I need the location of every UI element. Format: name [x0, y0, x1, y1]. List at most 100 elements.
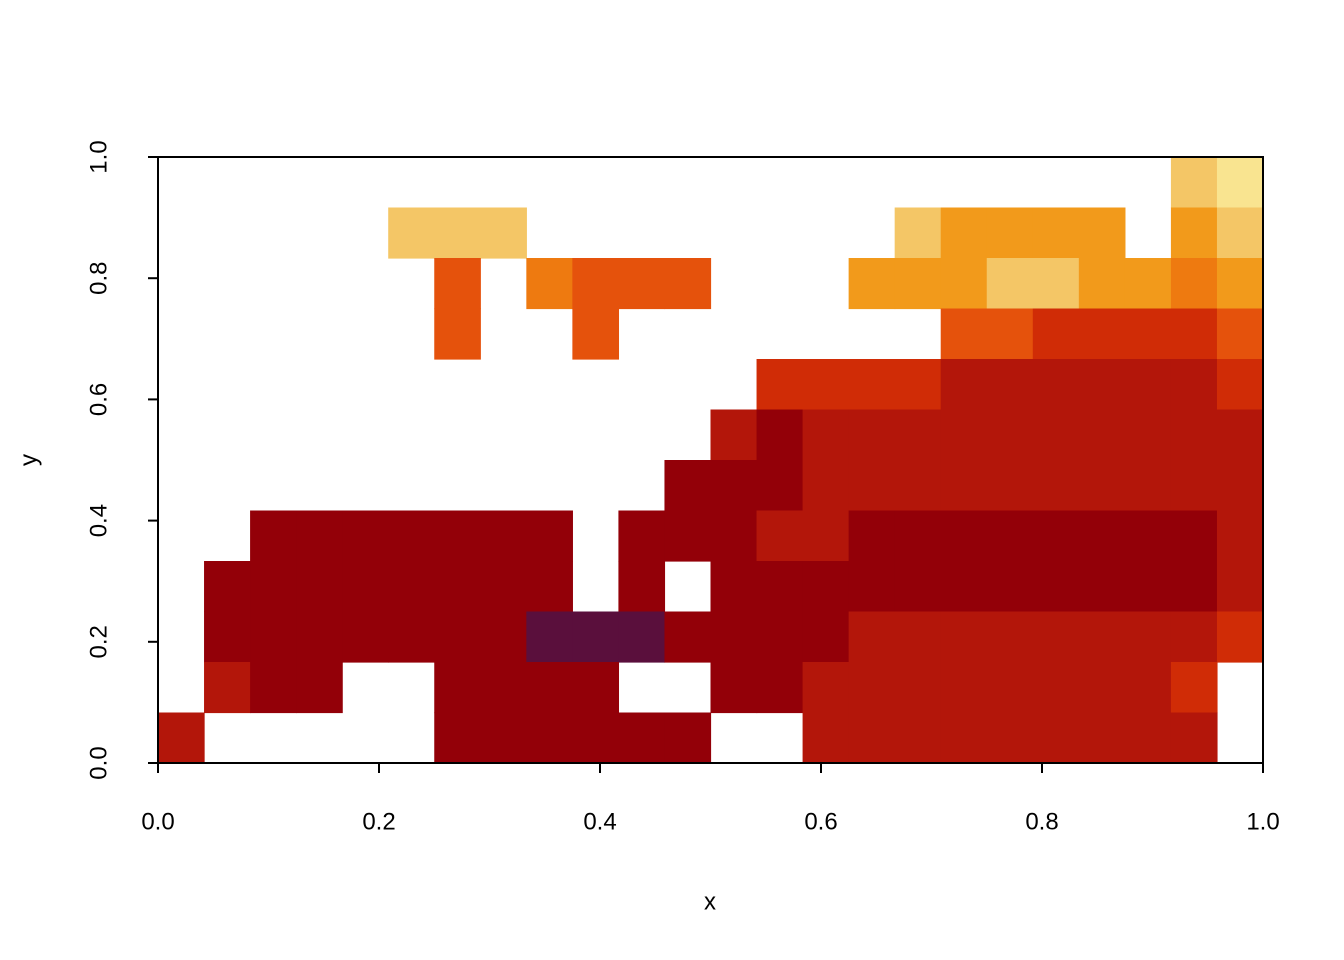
raster-cell — [664, 611, 712, 663]
raster-cell — [1032, 662, 1080, 714]
raster-cell — [756, 611, 804, 663]
raster-cell — [572, 258, 620, 310]
raster-cell — [848, 359, 896, 411]
y-tick-label: 0.0 — [85, 746, 112, 779]
raster-cell — [986, 510, 1034, 562]
y-tick-label: 0.4 — [85, 504, 112, 537]
raster-cell — [1032, 409, 1080, 461]
raster-cell — [480, 561, 527, 613]
raster-cell — [664, 712, 712, 764]
x-tick-label: 0.2 — [362, 808, 395, 835]
raster-cell — [1124, 712, 1172, 764]
raster-cell — [1032, 712, 1080, 764]
raster-cell — [1170, 561, 1218, 613]
raster-cell — [1170, 258, 1218, 310]
x-axis-label: x — [704, 888, 716, 915]
raster-cell — [434, 207, 481, 259]
raster-cell — [1124, 258, 1172, 310]
raster-cell — [388, 561, 435, 613]
raster-cell — [1078, 510, 1126, 562]
raster-cell — [1078, 308, 1126, 360]
plot-frame — [157, 156, 1264, 764]
raster-cell — [894, 258, 942, 310]
raster-cell — [848, 712, 896, 764]
raster-cell — [342, 510, 389, 562]
y-axis-label: y — [15, 454, 42, 466]
raster-cell — [848, 611, 896, 663]
raster-cell — [848, 409, 896, 461]
raster-cell — [1216, 561, 1264, 613]
raster-cell — [204, 611, 251, 663]
raster-cell — [1216, 510, 1264, 562]
raster-cell — [802, 561, 850, 613]
raster-cell — [572, 712, 620, 764]
raster-cell — [1216, 611, 1264, 663]
x-tick-label: 0.8 — [1025, 808, 1058, 835]
raster-cell — [342, 611, 389, 663]
raster-cell — [848, 258, 896, 310]
raster-cell — [986, 409, 1034, 461]
raster-cell — [250, 561, 297, 613]
raster-cell — [940, 308, 988, 360]
raster-cell — [1124, 308, 1172, 360]
raster-cell — [1216, 207, 1264, 259]
raster-cell — [1216, 258, 1264, 310]
raster-cell — [1124, 510, 1172, 562]
raster-cell — [756, 460, 804, 512]
raster-cell — [1170, 207, 1218, 259]
y-tick-label: 0.8 — [85, 262, 112, 295]
raster-cell — [250, 510, 297, 562]
raster-cell — [618, 611, 666, 663]
raster-cell — [296, 611, 343, 663]
raster-cell — [204, 662, 251, 714]
raster-cell — [710, 561, 758, 613]
raster-cell — [940, 409, 988, 461]
raster-cell — [710, 510, 758, 562]
raster-cell — [940, 662, 988, 714]
raster-cell — [756, 561, 804, 613]
raster-cell — [1170, 712, 1218, 764]
raster-cell — [434, 510, 481, 562]
raster-cell — [1032, 308, 1080, 360]
raster-cell — [940, 207, 988, 259]
raster-cell — [296, 561, 343, 613]
raster-cell — [894, 662, 942, 714]
x-tick-label: 0.6 — [804, 808, 837, 835]
raster-cell — [894, 409, 942, 461]
raster-cell — [158, 712, 205, 764]
x-tick-label: 1.0 — [1246, 808, 1279, 835]
raster-cell — [480, 662, 527, 714]
y-tick-label: 1.0 — [85, 140, 112, 173]
raster-cell — [1170, 510, 1218, 562]
raster-cell — [388, 611, 435, 663]
raster-cell — [848, 561, 896, 613]
raster-cell — [1078, 712, 1126, 764]
raster-cell — [434, 712, 481, 764]
raster-cell — [250, 662, 297, 714]
raster-cell — [940, 359, 988, 411]
raster-cell — [1216, 157, 1264, 209]
raster-cell — [480, 510, 527, 562]
raster-cell — [1078, 561, 1126, 613]
raster-cell — [1032, 359, 1080, 411]
raster-cell — [1032, 460, 1080, 512]
raster-cell — [986, 561, 1034, 613]
raster-cell — [526, 611, 573, 663]
raster-cell — [572, 662, 620, 714]
raster-cell — [848, 510, 896, 562]
raster-cell — [1216, 308, 1264, 360]
raster-cell — [710, 611, 758, 663]
raster-cell — [1170, 460, 1218, 512]
raster-cell — [1078, 359, 1126, 411]
raster-cell — [434, 561, 481, 613]
raster-cell — [756, 510, 804, 562]
raster-cell — [1216, 460, 1264, 512]
raster-cell — [434, 662, 481, 714]
raster-cell — [756, 359, 804, 411]
raster-cell — [434, 611, 481, 663]
raster-cell — [618, 510, 666, 562]
raster-cell — [986, 359, 1034, 411]
raster-cell — [1170, 662, 1218, 714]
raster-cell — [1032, 207, 1080, 259]
